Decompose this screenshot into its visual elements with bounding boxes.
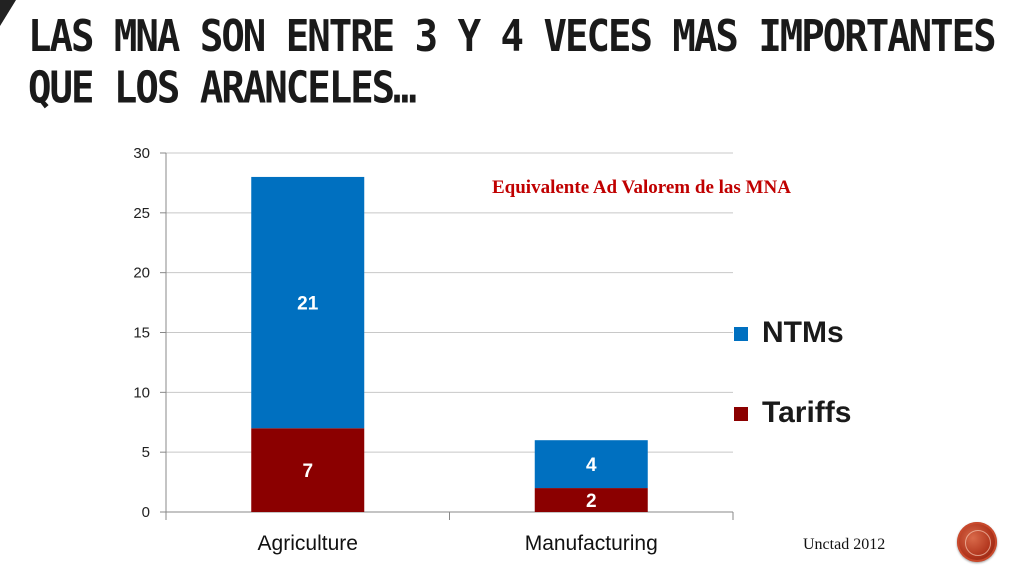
category-label-manufacturing: Manufacturing [525, 532, 658, 555]
y-tick-label-5: 5 [142, 444, 150, 461]
bar-ntms-agriculture [251, 176, 365, 429]
data-label-tariffs-manufacturing: 2 [586, 491, 597, 512]
data-label-ntms-agriculture: 21 [297, 294, 319, 315]
y-tick-label-25: 25 [133, 205, 150, 222]
bar-tariffs-agriculture [251, 428, 365, 512]
slide-title: LAS MNA SON ENTRE 3 Y 4 VECES MAS IMPORT… [28, 12, 1003, 115]
y-tick-label-10: 10 [133, 384, 150, 401]
legend-label-ntms: NTMs [762, 316, 844, 349]
y-tick-label-30: 30 [133, 145, 150, 162]
data-label-ntms-manufacturing: 4 [586, 455, 597, 476]
legend-swatch-ntms [734, 327, 748, 341]
source-note: Unctad 2012 [803, 536, 886, 553]
bar-tariffs-manufacturing [534, 488, 648, 512]
red-seal-icon [957, 522, 997, 562]
y-tick-label-15: 15 [133, 325, 150, 342]
title-line-1: LAS MNA SON ENTRE 3 Y 4 VECES MAS IMPORT… [28, 12, 997, 63]
y-tick-label-0: 0 [142, 504, 150, 521]
title-line-2: QUE LOS ARANCELES… [28, 63, 417, 114]
chart-title: Equivalente Ad Valorem de las MNA [492, 177, 791, 198]
category-label-agriculture: Agriculture [258, 532, 358, 555]
legend-label-tariffs: Tariffs [762, 396, 852, 429]
bar-ntms-manufacturing [534, 440, 648, 489]
y-tick-label-20: 20 [133, 265, 150, 282]
legend-swatch-tariffs [734, 407, 748, 421]
data-label-tariffs-agriculture: 7 [302, 461, 313, 482]
